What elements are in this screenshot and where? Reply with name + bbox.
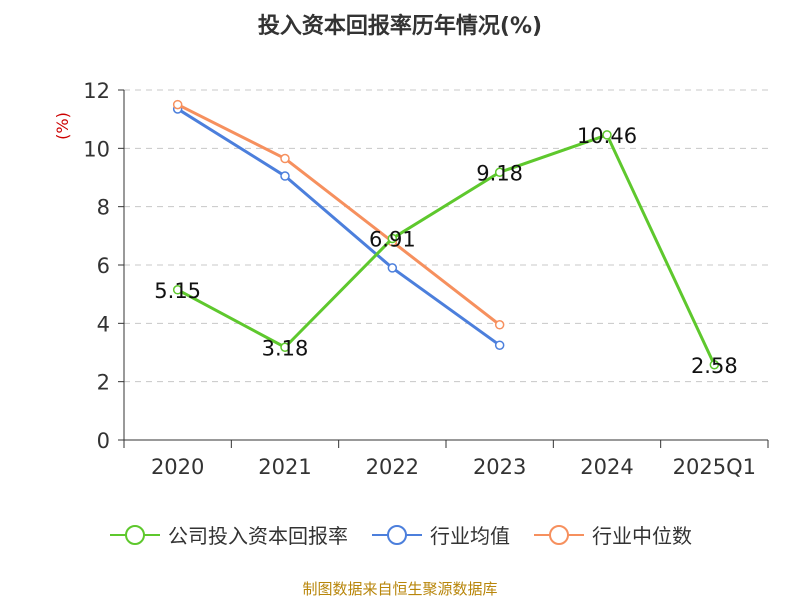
y-tick-label: 2 [97,371,110,395]
data-point [494,340,505,350]
chart-legend: 公司投入资本回报率 行业均值 行业中位数 [0,520,800,549]
data-point [494,320,505,330]
data-label: 2.58 [691,354,738,378]
series-line [176,107,501,347]
legend-item-industry-average[interactable]: 行业均值 [370,520,510,549]
x-tick-label: 2024 [580,455,633,479]
y-tick-label: 8 [97,196,110,220]
x-tick-label: 2021 [258,455,311,479]
y-tick-label: 6 [97,254,110,278]
data-point [387,233,398,244]
data-point [172,285,183,295]
data-point [280,153,290,164]
legend-line-marker-icon [372,524,422,545]
x-tick-label: 2023 [473,455,526,479]
x-tick-label: 2022 [366,455,419,479]
series-line [176,133,716,366]
y-tick-label: 12 [83,79,110,103]
series-line [176,103,501,326]
legend-line-marker-icon [110,524,160,545]
data-label: 10.46 [577,124,637,148]
data-point [387,263,398,273]
legend-item-company[interactable]: 公司投入资本回报率 [108,520,348,549]
data-label: 6.91 [369,227,416,251]
legend-line-marker-icon [534,524,584,545]
legend-label: 公司投入资本回报率 [168,524,348,548]
legend-label: 行业均值 [430,524,510,548]
data-label: 9.18 [476,161,523,185]
data-point [709,360,720,370]
x-tick-label: 2025Q1 [673,455,756,479]
data-source-note: 制图数据来自恒生聚源数据库 [302,580,498,598]
x-tick-label: 2020 [151,455,204,479]
data-point [280,171,290,181]
y-tick-label: 4 [97,312,110,336]
chart-title: 投入资本回报率历年情况(%) [257,14,543,39]
data-point [172,99,183,110]
y-tick-label: 0 [97,429,110,453]
data-point [280,342,290,352]
y-tick-label: 10 [83,137,110,161]
data-label: 5.15 [154,279,201,303]
legend-label: 行业中位数 [592,524,692,548]
legend-item-industry-median[interactable]: 行业中位数 [532,520,692,549]
y-axis-label: (%) [53,112,72,140]
data-point [602,130,612,140]
data-label: 3.18 [262,336,309,360]
data-point [494,167,505,177]
